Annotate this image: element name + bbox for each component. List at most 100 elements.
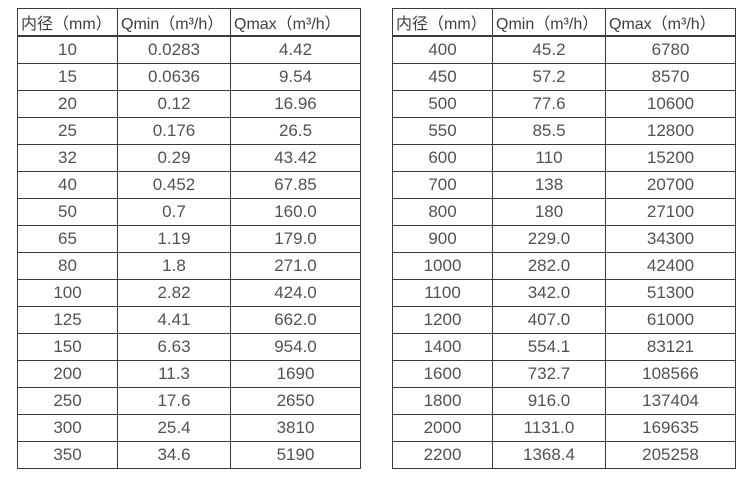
table-row: 450 57.2 8570: [392, 63, 736, 91]
table-row: 2000 1131.0 169635: [392, 414, 736, 442]
qmax-cell: 9.54: [230, 63, 361, 91]
qmin-cell: 6.63: [117, 333, 231, 361]
table-row: 600 110 15200: [392, 144, 736, 172]
diameter-cell: 550: [392, 117, 493, 145]
diameter-cell: 40: [17, 171, 118, 199]
qmax-cell: 67.85: [230, 171, 361, 199]
qmax-cell: 5190: [230, 441, 361, 469]
table-row: 1800 916.0 137404: [392, 387, 736, 415]
table-row: 1000 282.0 42400: [392, 252, 736, 280]
qmin-column-header: Qmin（m³/h）: [492, 8, 606, 37]
qmax-cell: 16.96: [230, 90, 361, 118]
diameter-cell: 1100: [392, 279, 493, 307]
qmax-cell: 179.0: [230, 225, 361, 253]
qmax-cell: 160.0: [230, 198, 361, 226]
diameter-cell: 400: [392, 35, 493, 64]
qmax-cell: 3810: [230, 414, 361, 442]
qmax-cell: 137404: [605, 387, 736, 415]
qmin-cell: 342.0: [492, 279, 606, 307]
diameter-cell: 800: [392, 198, 493, 226]
qmin-cell: 85.5: [492, 117, 606, 145]
qmin-cell: 138: [492, 171, 606, 199]
table-row: 350 34.6 5190: [17, 441, 361, 469]
qmax-cell: 954.0: [230, 333, 361, 361]
diameter-cell: 2200: [392, 441, 493, 469]
diameter-cell: 700: [392, 171, 493, 199]
diameter-cell: 1000: [392, 252, 493, 280]
diameter-cell: 20: [17, 90, 118, 118]
qmin-cell: 77.6: [492, 90, 606, 118]
qmin-cell: 25.4: [117, 414, 231, 442]
qmax-cell: 108566: [605, 360, 736, 388]
qmax-cell: 205258: [605, 441, 736, 469]
diameter-column-header: 内径（mm）: [392, 8, 493, 37]
table-row: 125 4.41 662.0: [17, 306, 361, 334]
diameter-cell: 450: [392, 63, 493, 91]
qmin-cell: 1.8: [117, 252, 231, 280]
qmax-cell: 43.42: [230, 144, 361, 172]
diameter-cell: 2000: [392, 414, 493, 442]
diameter-cell: 15: [17, 63, 118, 91]
qmax-cell: 61000: [605, 306, 736, 334]
qmin-cell: 11.3: [117, 360, 231, 388]
table-row: 250 17.6 2650: [17, 387, 361, 415]
qmin-cell: 180: [492, 198, 606, 226]
qmin-cell: 554.1: [492, 333, 606, 361]
table-row: 700 138 20700: [392, 171, 736, 199]
qmin-cell: 4.41: [117, 306, 231, 334]
qmax-cell: 424.0: [230, 279, 361, 307]
qmin-cell: 2.82: [117, 279, 231, 307]
diameter-cell: 350: [17, 441, 118, 469]
qmax-cell: 20700: [605, 171, 736, 199]
table-row: 500 77.6 10600: [392, 90, 736, 118]
qmax-cell: 51300: [605, 279, 736, 307]
diameter-cell: 65: [17, 225, 118, 253]
diameter-cell: 1200: [392, 306, 493, 334]
table-row: 25 0.176 26.5: [17, 117, 361, 145]
qmin-cell: 57.2: [492, 63, 606, 91]
qmin-cell: 1131.0: [492, 414, 606, 442]
table-row: 900 229.0 34300: [392, 225, 736, 253]
qmax-cell: 26.5: [230, 117, 361, 145]
qmax-cell: 662.0: [230, 306, 361, 334]
diameter-cell: 125: [17, 306, 118, 334]
qmin-cell: 407.0: [492, 306, 606, 334]
diameter-cell: 500: [392, 90, 493, 118]
qmin-cell: 282.0: [492, 252, 606, 280]
qmin-cell: 17.6: [117, 387, 231, 415]
qmin-cell: 732.7: [492, 360, 606, 388]
qmax-cell: 15200: [605, 144, 736, 172]
qmin-cell: 1368.4: [492, 441, 606, 469]
qmin-cell: 45.2: [492, 35, 606, 64]
qmax-column-header: Qmax（m³/h）: [605, 8, 736, 37]
diameter-cell: 32: [17, 144, 118, 172]
table-row: 200 11.3 1690: [17, 360, 361, 388]
table-row: 800 180 27100: [392, 198, 736, 226]
table-row: 10 0.0283 4.42: [17, 35, 361, 64]
table-row: 1200 407.0 61000: [392, 306, 736, 334]
qmin-cell: 0.12: [117, 90, 231, 118]
qmax-cell: 4.42: [230, 35, 361, 64]
table-row: 1100 342.0 51300: [392, 279, 736, 307]
qmin-column-header: Qmin（m³/h）: [117, 8, 231, 37]
qmax-cell: 27100: [605, 198, 736, 226]
diameter-cell: 1600: [392, 360, 493, 388]
diameter-cell: 250: [17, 387, 118, 415]
qmax-cell: 6780: [605, 35, 736, 64]
qmax-cell: 8570: [605, 63, 736, 91]
qmin-cell: 916.0: [492, 387, 606, 415]
table-row: 2200 1368.4 205258: [392, 441, 736, 469]
diameter-cell: 100: [17, 279, 118, 307]
table-row: 400 45.2 6780: [392, 35, 736, 64]
table-row: 550 85.5 12800: [392, 117, 736, 145]
qmax-cell: 34300: [605, 225, 736, 253]
qmax-cell: 2650: [230, 387, 361, 415]
qmin-cell: 0.452: [117, 171, 231, 199]
qmax-cell: 271.0: [230, 252, 361, 280]
diameter-cell: 900: [392, 225, 493, 253]
qmin-cell: 0.176: [117, 117, 231, 145]
header-row: 内径（mm） Qmin（m³/h） Qmax（m³/h）: [392, 8, 736, 37]
table-row: 20 0.12 16.96: [17, 90, 361, 118]
qmax-cell: 42400: [605, 252, 736, 280]
table-row: 1600 732.7 108566: [392, 360, 736, 388]
